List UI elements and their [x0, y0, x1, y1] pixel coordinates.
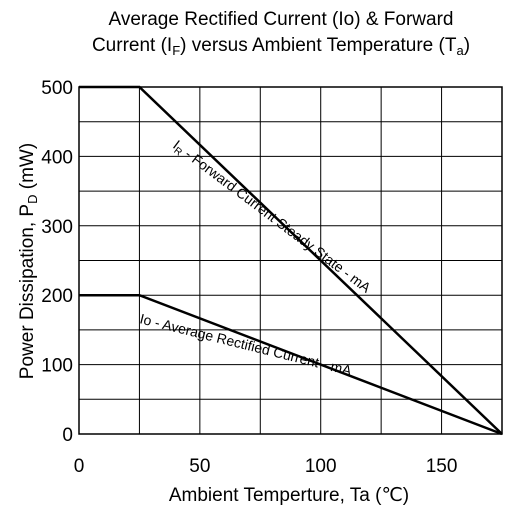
x-tick-label: 150	[426, 456, 458, 477]
x-tick-label: 100	[305, 456, 337, 477]
chart-title-line1: Average Rectified Current (Io) & Forward	[109, 9, 454, 30]
y-tick-label: 200	[41, 286, 73, 307]
x-tick-label: 0	[74, 456, 85, 477]
y-tick-label: 300	[41, 217, 73, 238]
y-tick-label: 500	[41, 78, 73, 99]
y-tick-label: 100	[41, 356, 73, 377]
y-tick-labels: 0 100 200 300 400 500	[41, 78, 73, 446]
chart-title-line2: Current (IF) versus Ambient Temperature …	[92, 35, 470, 58]
x-axis-label: Ambient Temperture, Ta (℃)	[169, 485, 409, 506]
series-line-2	[79, 293, 503, 436]
y-axis-label: Power Dissipation, PD (mW)	[17, 143, 40, 379]
x-tick-labels: 0 50 100 150	[74, 456, 458, 477]
y-tick-label: 0	[62, 425, 73, 446]
plot-frame	[78, 86, 503, 435]
series-1-label: IR - Forward Current Steady State - mA	[168, 137, 374, 299]
x-tick-label: 50	[189, 456, 210, 477]
grid-lines	[79, 87, 502, 434]
y-tick-label: 400	[41, 147, 73, 168]
series-2-label: Io - Average Rectified Current - mA	[138, 310, 354, 378]
